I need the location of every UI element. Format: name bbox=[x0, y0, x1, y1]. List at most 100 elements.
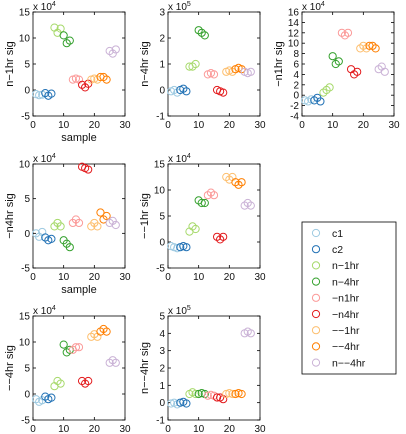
axes-box bbox=[32, 11, 126, 117]
data-point bbox=[56, 379, 65, 388]
data-point bbox=[111, 45, 120, 54]
x-tick-label: 30 bbox=[119, 120, 131, 131]
data-point bbox=[316, 97, 325, 106]
legend-label: −n1hr bbox=[332, 293, 360, 305]
x-tick-label: 30 bbox=[388, 120, 400, 131]
data-point bbox=[47, 234, 56, 243]
x-tick-label: 20 bbox=[224, 424, 236, 434]
data-point bbox=[71, 343, 81, 352]
y-tick-label: -5 bbox=[21, 416, 30, 427]
legend-item: −−4hr bbox=[311, 341, 360, 353]
x-axis-label: sample bbox=[61, 284, 96, 296]
data-point bbox=[182, 399, 191, 408]
axes-box bbox=[32, 163, 126, 269]
data-point bbox=[93, 222, 102, 231]
x-axis-label: sample bbox=[61, 132, 96, 144]
legend-marker bbox=[311, 326, 321, 335]
scale-exponent: 4 bbox=[187, 153, 191, 160]
data-point bbox=[182, 87, 191, 96]
y-tick-label: 1 bbox=[159, 381, 165, 392]
x-tick-label: 10 bbox=[58, 424, 70, 434]
x-tick-label: 0 bbox=[30, 424, 36, 434]
y-tick-label: 5 bbox=[24, 194, 30, 205]
y-tick-label: 8 bbox=[293, 49, 299, 60]
y-tick-label: 0 bbox=[159, 398, 165, 409]
legend-marker bbox=[311, 358, 321, 367]
scale-factor-label: x 104 bbox=[33, 1, 56, 13]
y-tick-label: 5 bbox=[24, 60, 30, 71]
y-tick-label: 0 bbox=[24, 229, 30, 240]
data-point bbox=[197, 198, 206, 208]
y-tick-label: 15 bbox=[19, 8, 31, 19]
data-point bbox=[200, 198, 209, 208]
data-point bbox=[191, 389, 200, 399]
y-tick-label: -5 bbox=[21, 264, 30, 275]
x-tick-label: 20 bbox=[89, 272, 101, 283]
data-point bbox=[234, 389, 243, 398]
y-tick-label: 14 bbox=[288, 18, 300, 29]
y-axis-label: −n4hr sig bbox=[4, 193, 16, 239]
data-point bbox=[59, 340, 68, 349]
legend-item: n−1hr bbox=[311, 260, 360, 272]
data-point bbox=[84, 79, 93, 88]
legend-item: −−1hr bbox=[311, 325, 360, 337]
y-tick-label: -5 bbox=[156, 264, 165, 275]
data-point bbox=[225, 389, 234, 398]
y-axis-label: n−4hr sig bbox=[139, 41, 151, 87]
data-point bbox=[111, 358, 120, 367]
x-tick-label: 20 bbox=[224, 272, 236, 283]
y-axis-label: −n1hr sig bbox=[273, 41, 285, 87]
data-point bbox=[246, 67, 255, 76]
data-point bbox=[84, 165, 93, 174]
data-point bbox=[59, 31, 68, 40]
legend-item: −n4hr bbox=[311, 309, 360, 321]
data-point bbox=[237, 178, 246, 187]
axes-box bbox=[167, 11, 261, 117]
data-point bbox=[191, 59, 200, 69]
data-point bbox=[209, 191, 219, 200]
x-tick-label: 20 bbox=[89, 424, 101, 434]
data-point bbox=[65, 243, 74, 252]
data-point bbox=[102, 211, 111, 221]
data-point bbox=[166, 399, 176, 408]
scale-factor-label: x 104 bbox=[302, 1, 325, 13]
legend-label: c1 bbox=[332, 228, 343, 240]
y-tick-label: 2 bbox=[293, 80, 299, 91]
y-tick-label: -2 bbox=[290, 101, 299, 112]
data-point bbox=[237, 389, 246, 399]
y-tick-label: -1 bbox=[156, 112, 165, 123]
y-axis-label: n−−4hr sig bbox=[139, 342, 151, 394]
data-point bbox=[108, 216, 117, 225]
y-tick-label: 4 bbox=[159, 329, 165, 340]
scale-exponent: 5 bbox=[187, 1, 191, 8]
axes-box bbox=[32, 315, 126, 421]
x-tick-label: 10 bbox=[193, 272, 205, 283]
x-tick-label: 0 bbox=[30, 272, 36, 283]
x-tick-label: 30 bbox=[254, 120, 266, 131]
x-tick-label: 10 bbox=[193, 424, 205, 434]
legend-label: −n4hr bbox=[332, 309, 360, 321]
x-tick-label: 30 bbox=[119, 424, 131, 434]
legend-box bbox=[301, 221, 397, 375]
legend-item: c2 bbox=[311, 244, 343, 256]
x-tick-label: 0 bbox=[299, 120, 305, 131]
x-tick-label: 20 bbox=[89, 120, 101, 131]
y-tick-label: 6 bbox=[293, 60, 299, 71]
y-tick-label: 10 bbox=[19, 34, 31, 45]
scale-exponent: 4 bbox=[52, 305, 56, 312]
y-tick-label: 10 bbox=[19, 338, 31, 349]
x-tick-label: 0 bbox=[165, 424, 171, 434]
data-point bbox=[231, 389, 240, 399]
scale-factor-label: x 105 bbox=[168, 305, 191, 317]
legend-label: n−−4hr bbox=[332, 357, 366, 369]
legend-label: −−4hr bbox=[332, 341, 360, 353]
data-point bbox=[246, 201, 255, 210]
data-point bbox=[328, 52, 337, 61]
x-tick-label: 0 bbox=[165, 120, 171, 131]
